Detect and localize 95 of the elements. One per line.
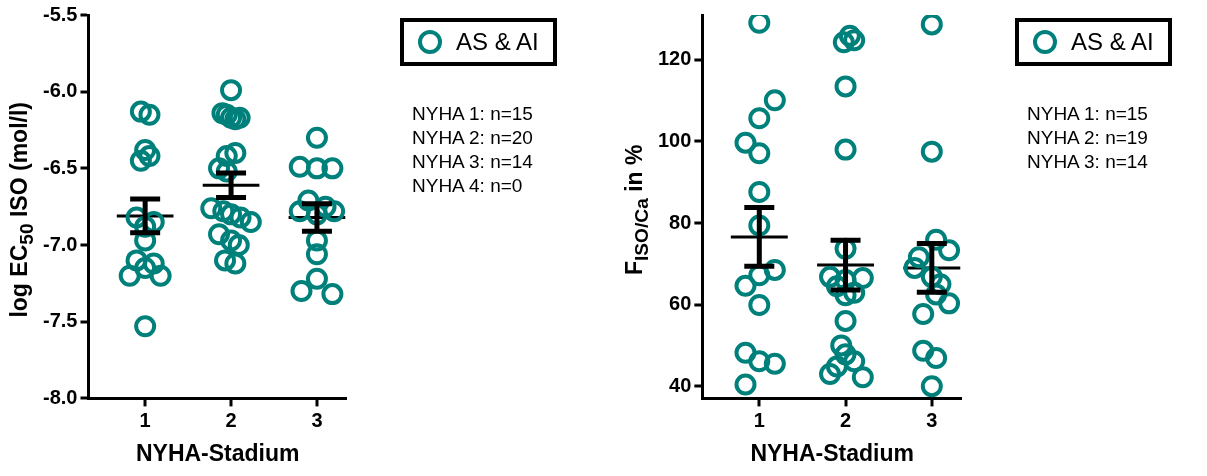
legend-label: AS & AI <box>1071 28 1154 56</box>
y-tick-label: -8.0 <box>42 385 78 408</box>
text: NYHA 1: n=15 <box>1027 102 1148 126</box>
point <box>834 75 857 98</box>
x-tick-label: 3 <box>926 408 938 431</box>
point <box>925 347 948 370</box>
point <box>748 350 771 373</box>
point <box>851 267 874 290</box>
y-tick-label: -7.5 <box>42 309 78 332</box>
y-tick-label: 80 <box>669 210 692 233</box>
point <box>843 29 866 52</box>
point <box>734 274 757 297</box>
y-tick-label: 100 <box>657 128 692 151</box>
legend-label: AS & AI <box>456 28 539 56</box>
text: NYHA 2: n=20 <box>412 126 533 150</box>
y-tick-label: 40 <box>669 373 692 396</box>
point <box>200 197 223 220</box>
text: NYHA 2: n=19 <box>1027 126 1148 150</box>
y-tick-label: -5.5 <box>42 2 78 25</box>
point <box>825 355 848 378</box>
point <box>138 103 161 126</box>
point <box>920 15 943 36</box>
point <box>819 362 842 385</box>
text: NYHA 4: n=0 <box>412 174 524 198</box>
x-tick-label: 1 <box>753 408 765 431</box>
point <box>938 292 961 315</box>
point <box>208 223 231 246</box>
point <box>748 181 771 204</box>
point <box>819 265 842 288</box>
point <box>838 24 861 47</box>
point <box>748 15 771 34</box>
point <box>224 142 247 165</box>
point <box>321 283 344 306</box>
y-tick-label: -6.0 <box>42 79 78 102</box>
point <box>734 131 757 154</box>
point <box>912 339 935 362</box>
point <box>125 249 148 272</box>
point <box>239 211 262 234</box>
point <box>142 252 165 275</box>
point <box>138 145 161 168</box>
point <box>734 373 757 396</box>
point <box>903 256 926 279</box>
point <box>224 252 247 275</box>
text: NYHA 1: n=15 <box>412 102 533 126</box>
y-tick-label: -6.5 <box>42 155 78 178</box>
point <box>832 31 855 54</box>
point <box>227 234 250 257</box>
point <box>305 243 328 266</box>
point <box>134 315 157 338</box>
point <box>212 200 235 223</box>
y-tick-label: -7.0 <box>42 232 78 255</box>
point <box>734 341 757 364</box>
y-tick-label: 120 <box>657 47 692 70</box>
point <box>834 138 857 161</box>
point <box>149 264 172 287</box>
point <box>129 149 152 172</box>
point <box>129 100 152 123</box>
point <box>305 267 328 290</box>
y-tick-label: 60 <box>669 292 692 315</box>
text: NYHA 3: n=14 <box>1027 150 1148 174</box>
point <box>907 246 930 269</box>
x-tick-label: 2 <box>225 408 237 431</box>
x-axis-title: NYHA-Stadium <box>750 439 914 466</box>
point <box>220 203 243 226</box>
x-tick-label: 3 <box>311 408 323 431</box>
point <box>920 140 943 163</box>
point <box>912 302 935 325</box>
point <box>321 157 344 180</box>
point <box>830 334 853 357</box>
point <box>215 145 238 168</box>
x-axis-title: NYHA-Stadium <box>135 439 300 466</box>
point <box>134 138 157 161</box>
point <box>763 352 786 375</box>
point <box>834 309 857 332</box>
point <box>220 229 243 252</box>
point <box>834 343 857 366</box>
point <box>229 206 252 229</box>
x-tick-label: 2 <box>839 408 852 431</box>
point <box>305 126 328 149</box>
point <box>214 249 237 272</box>
point <box>220 79 243 102</box>
point <box>305 157 328 180</box>
point <box>763 89 786 112</box>
point <box>843 350 866 373</box>
point <box>288 155 311 178</box>
point <box>920 375 943 398</box>
point <box>290 280 313 303</box>
point <box>118 264 141 287</box>
point <box>134 257 157 280</box>
text: NYHA 3: n=14 <box>412 150 533 174</box>
x-tick-label: 1 <box>139 408 151 431</box>
point <box>748 107 771 130</box>
point <box>851 366 874 389</box>
point <box>748 294 771 316</box>
point <box>748 142 771 165</box>
